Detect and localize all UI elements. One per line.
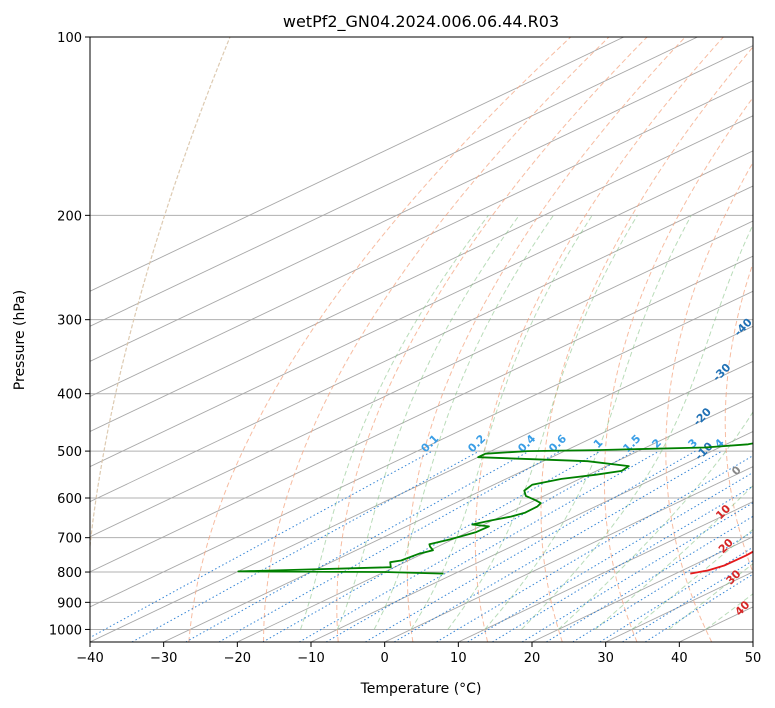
moist-adiabat <box>594 484 753 630</box>
mixing-ratio-line <box>218 450 561 642</box>
isotherm-line <box>90 115 753 433</box>
moist-adiabat <box>668 563 753 630</box>
isotherm-line <box>384 466 753 642</box>
mixing-ratio-line <box>262 450 601 642</box>
isotherm-line <box>90 37 625 292</box>
dry-adiabat <box>665 161 753 642</box>
isotherm-line <box>90 150 753 468</box>
mixing-ratio-line <box>546 515 753 642</box>
y-tick-label: 100 <box>57 31 82 46</box>
moist-adiabat <box>300 214 489 630</box>
isotherm-line <box>90 325 753 642</box>
y-tick-label: 1000 <box>49 623 82 638</box>
isotherm-line <box>90 220 753 538</box>
dry-adiabat <box>474 37 724 642</box>
y-tick-label: 400 <box>57 388 82 403</box>
isotherm-line <box>458 501 753 642</box>
isotherm-line <box>90 185 753 503</box>
mixing-ratio-line <box>298 450 635 642</box>
mixing-ratio-line <box>572 530 753 642</box>
moist-adiabat <box>631 528 753 630</box>
isotherm-line <box>531 536 753 642</box>
x-tick-label: 10 <box>450 651 467 666</box>
moist-adiabat <box>336 215 520 630</box>
x-tick-label: 0 <box>381 651 389 666</box>
isotherm-line <box>90 45 753 362</box>
y-axis: 100 200 300 400 500 600 700 800 900 1000 <box>49 31 90 638</box>
y-tick-label: 200 <box>57 209 82 224</box>
x-tick-label: −30 <box>150 651 177 666</box>
y-tick-label: 800 <box>57 566 82 581</box>
x-tick-label: −20 <box>224 651 251 666</box>
isotherm-line <box>90 80 753 397</box>
isotherm-line <box>90 255 753 573</box>
moist-adiabat <box>373 215 554 630</box>
x-tick-label: 40 <box>671 651 688 666</box>
y-axis-label: Pressure (hPa) <box>12 290 28 390</box>
profile-lines <box>237 442 753 575</box>
mixing-ratio-line <box>521 502 753 642</box>
y-tick-label: 500 <box>57 445 82 460</box>
dry-adiabat <box>540 46 753 642</box>
x-tick-label: 30 <box>597 651 614 666</box>
dry-adiabat <box>188 37 572 642</box>
chart-title: wetPf2_GN04.2024.006.06.44.R03 <box>283 12 559 32</box>
dry-adiabat <box>406 37 686 642</box>
mixing-ratio-line <box>599 546 753 642</box>
y-tick-label: 900 <box>57 596 82 611</box>
dry-adiabat <box>724 261 753 574</box>
isotherm-line <box>90 37 698 327</box>
mixing-ratio-line <box>365 450 696 642</box>
mixing-ratio-line <box>185 450 530 642</box>
isotherm-line <box>163 360 753 642</box>
isotherm-line <box>237 395 753 642</box>
x-tick-label: −40 <box>76 651 103 666</box>
moist-adiabat <box>521 223 753 630</box>
isotherm-line <box>90 290 753 608</box>
y-tick-label: 600 <box>57 492 82 507</box>
y-tick-label: 700 <box>57 532 82 547</box>
moist-adiabat <box>558 411 753 630</box>
x-tick-label: 50 <box>745 651 762 666</box>
x-tick-label: −10 <box>297 651 324 666</box>
mixing-ratio-line <box>90 450 433 639</box>
x-tick-label: 20 <box>524 651 541 666</box>
x-axis-label: Temperature (°C) <box>360 681 482 697</box>
plot-frame <box>89 36 754 643</box>
dewpoint-profile <box>237 442 753 575</box>
dry-adiabat <box>603 96 753 642</box>
moist-adiabat <box>447 215 638 630</box>
mixing-ratio-line <box>492 485 753 642</box>
isotherm-line <box>310 431 753 642</box>
mixing-ratio-line <box>436 455 753 642</box>
dry-adiabat <box>336 37 648 642</box>
mixing-ratio-line <box>393 450 723 642</box>
background-arc <box>90 37 231 552</box>
y-tick-label: 300 <box>57 314 82 329</box>
dry-adiabat <box>263 37 610 642</box>
x-axis: −40 −30 −20 −10 0 10 20 30 40 50 <box>76 642 761 666</box>
background-lines <box>90 37 753 642</box>
moist-adiabat <box>410 215 593 630</box>
